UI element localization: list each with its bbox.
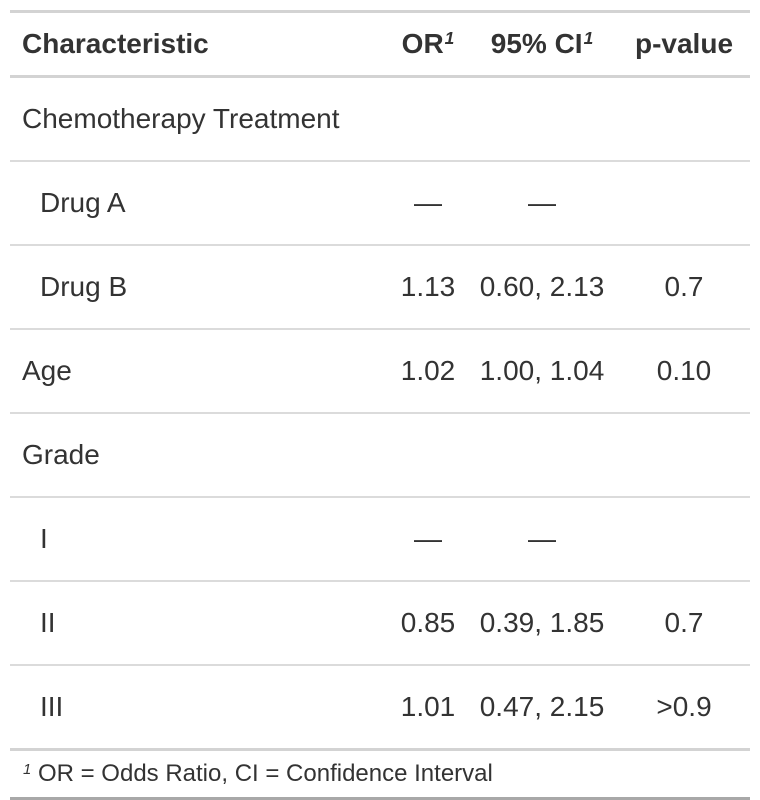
footnote-marker-or: 1: [444, 28, 455, 49]
ci-value: [466, 77, 618, 162]
footnote-text: OR = Odds Ratio, CI = Confidence Interva…: [37, 760, 493, 787]
ci-value: —: [466, 160, 618, 245]
table-row-chemotherapy-treatment: Chemotherapy Treatment: [10, 77, 750, 162]
column-header-or-label: OR: [401, 28, 444, 59]
p-value: 0.7: [618, 244, 750, 329]
footnote-marker-ci: 1: [583, 28, 594, 49]
table-footnote: 1 OR = Odds Ratio, CI = Confidence Inter…: [10, 748, 750, 800]
column-header-pvalue: p-value: [618, 10, 750, 78]
table-body: Chemotherapy Treatment Drug A — — Drug B…: [10, 77, 750, 750]
or-value: [390, 77, 466, 162]
table-footer: 1 OR = Odds Ratio, CI = Confidence Inter…: [10, 748, 750, 800]
table-row-grade-2: II 0.85 0.39, 1.85 0.7: [10, 580, 750, 665]
p-value: >0.9: [618, 664, 750, 750]
ci-value: 0.60, 2.13: [466, 244, 618, 329]
row-label: Chemotherapy Treatment: [22, 103, 340, 134]
p-value: 0.10: [618, 328, 750, 413]
header-row: Characteristic OR1 95% CI1 p-value: [10, 10, 750, 78]
row-label: II: [10, 580, 390, 665]
column-header-ci-label: 95% CI: [490, 28, 583, 59]
row-label: Drug A: [10, 160, 390, 245]
footnote-row: 1 OR = Odds Ratio, CI = Confidence Inter…: [10, 748, 750, 800]
or-value: [390, 412, 466, 497]
or-value: 0.85: [390, 580, 466, 665]
column-header-characteristic-label: Characteristic: [22, 28, 209, 59]
column-header-ci: 95% CI1: [466, 10, 618, 78]
or-value: 1.02: [390, 328, 466, 413]
row-label: Age: [10, 328, 390, 413]
table-row-age: Age 1.02 1.00, 1.04 0.10: [10, 328, 750, 413]
or-value: 1.13: [390, 244, 466, 329]
p-value: [618, 496, 750, 581]
table-row-drug-b: Drug B 1.13 0.60, 2.13 0.7: [10, 244, 750, 329]
footnote-marker: 1: [23, 761, 32, 778]
p-value: [618, 160, 750, 245]
row-label: Grade: [10, 412, 390, 497]
p-value: [618, 412, 750, 497]
column-header-characteristic: Characteristic: [10, 10, 390, 78]
p-value: 0.7: [618, 580, 750, 665]
ci-value: 0.47, 2.15: [466, 664, 618, 750]
ci-value: 1.00, 1.04: [466, 328, 618, 413]
table-row-drug-a: Drug A — —: [10, 160, 750, 245]
ci-value: —: [466, 496, 618, 581]
or-value: —: [390, 496, 466, 581]
column-header-pvalue-label: p-value: [634, 28, 734, 59]
ci-value: 0.39, 1.85: [466, 580, 618, 665]
row-label: I: [10, 496, 390, 581]
table-row-grade-1: I — —: [10, 496, 750, 581]
row-label: Drug B: [10, 244, 390, 329]
column-header-or: OR1: [390, 10, 466, 78]
table-header: Characteristic OR1 95% CI1 p-value: [10, 10, 750, 78]
ci-value: [466, 412, 618, 497]
regression-summary-table: Characteristic OR1 95% CI1 p-value Chemo…: [10, 10, 750, 800]
p-value: [618, 77, 750, 162]
row-label: III: [10, 664, 390, 750]
table-row-grade-3: III 1.01 0.47, 2.15 >0.9: [10, 664, 750, 750]
or-value: 1.01: [390, 664, 466, 750]
or-value: —: [390, 160, 466, 245]
table-row-grade: Grade: [10, 412, 750, 497]
